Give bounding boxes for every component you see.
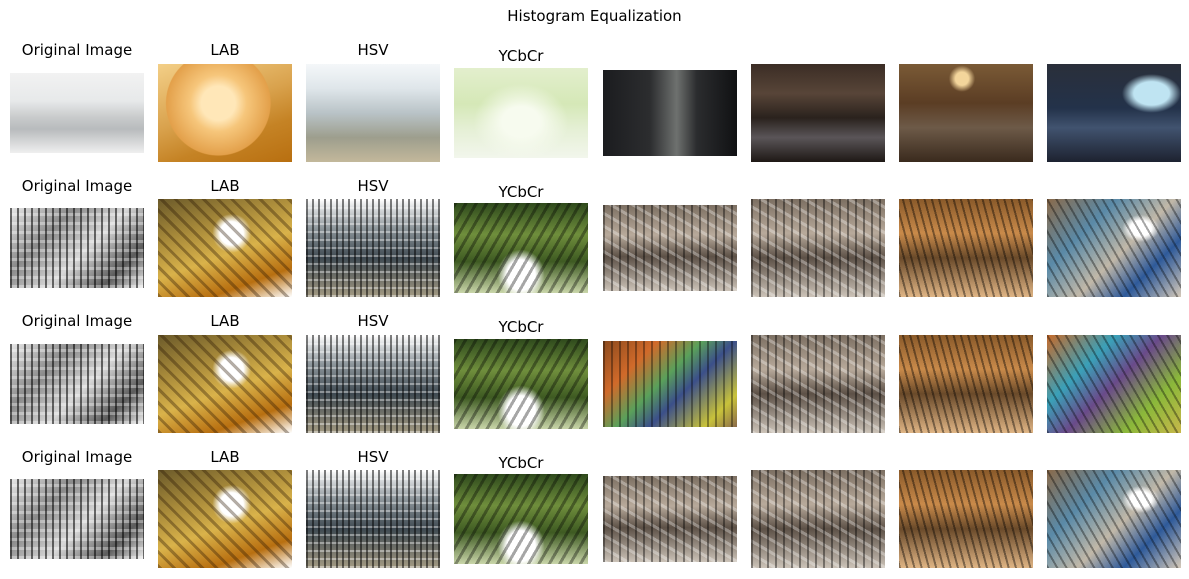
hazy-city-photo-image [10,73,144,153]
equalized-city-image [10,208,144,288]
subplot-title: Original Image [21,448,133,466]
subplot-title: HSV [357,177,389,195]
subplot-title: LAB [210,41,240,59]
equalized-living-room-2-image [751,470,885,568]
subplot-title: YCbCr [498,454,544,472]
subplot-title: LAB [210,312,240,330]
equalized-warm-room-image [899,335,1033,433]
equalized-forest-image [454,474,588,564]
bright-forest-photo-image [454,68,588,158]
subplot-title: YCbCr [498,183,544,201]
equalized-city-image [10,479,144,559]
equalized-bedroom-image [1047,335,1181,433]
subplot-title: Original Image [21,41,133,59]
subplot-title: HSV [357,448,389,466]
equalized-living-room-image [603,341,737,427]
subplot-title: YCbCr [498,47,544,65]
subplot-title: Original Image [21,312,133,330]
dim-living-room-photo-image [751,64,885,162]
equalized-kitten-image [158,470,292,568]
equalized-city-image [10,344,144,424]
subplot-title: HSV [357,41,389,59]
equalized-aerial-city-image [306,335,440,433]
equalized-living-room-2-image [751,335,885,433]
warm-living-room-photo-image [899,64,1033,162]
subplot-title: HSV [357,312,389,330]
equalized-kitten-image [158,335,292,433]
equalized-forest-image [454,339,588,429]
aerial-city-photo-image [306,64,440,162]
subplot-title: LAB [210,448,240,466]
kitten-photo-image [158,64,292,162]
equalized-kitten-image [158,199,292,297]
equalized-bedroom-image [1047,199,1181,297]
equalized-aerial-city-image [306,470,440,568]
equalized-warm-room-image [899,470,1033,568]
dark-living-room-photo-image [603,70,737,156]
equalized-aerial-city-image [306,199,440,297]
equalized-warm-room-image [899,199,1033,297]
equalized-bedroom-image [1047,470,1181,568]
equalized-living-room-2-image [751,199,885,297]
subplot-title: Original Image [21,177,133,195]
subplot-title: LAB [210,177,240,195]
dark-bedroom-photo-image [1047,64,1181,162]
subplot-title: YCbCr [498,318,544,336]
figure-title: Histogram Equalization [507,7,682,25]
equalized-living-room-image [603,205,737,291]
equalized-living-room-image [603,476,737,562]
equalized-forest-image [454,203,588,293]
